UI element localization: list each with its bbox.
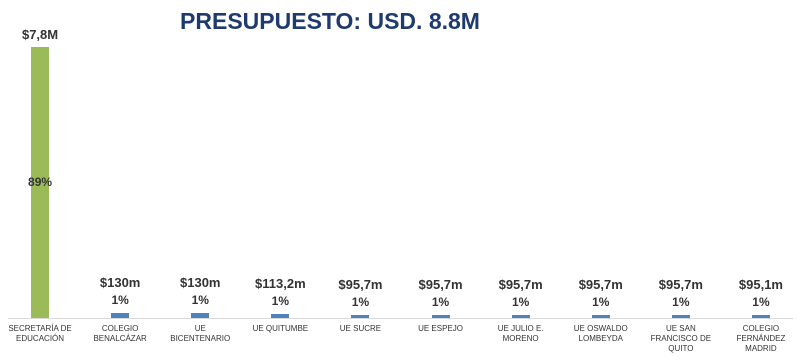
value-label: $95,7m bbox=[418, 276, 463, 292]
percentage-label: 1% bbox=[592, 294, 610, 309]
percentage-label: 1% bbox=[111, 293, 129, 308]
value-label: $130m bbox=[180, 275, 221, 291]
value-label: $95,1m bbox=[738, 276, 783, 292]
bar bbox=[431, 314, 450, 318]
bar bbox=[191, 313, 210, 318]
bar bbox=[751, 314, 770, 318]
x-axis bbox=[8, 318, 793, 319]
percentage-label: 1% bbox=[511, 294, 530, 309]
chart-title: PRESUPUESTO: USD. 8.8M bbox=[180, 8, 480, 34]
x-tick-label: UE SAN FRANCISCO DE QUITO bbox=[650, 324, 712, 353]
x-tick-label: SECRETARÍA DE EDUCACIÓN bbox=[8, 324, 72, 343]
bar bbox=[31, 47, 50, 318]
percentage-label: 1% bbox=[752, 294, 770, 309]
bar bbox=[671, 314, 690, 318]
percentage-label: 1% bbox=[431, 294, 450, 309]
x-tick-label: UE BICENTENARIO bbox=[170, 324, 231, 343]
x-tick-label: COLEGIO FERNÁNDEZ MADRID bbox=[736, 324, 786, 353]
x-tick-label: UE OSWALDO LOMBEYDA bbox=[573, 324, 628, 343]
bar bbox=[111, 313, 130, 318]
bar bbox=[351, 314, 370, 318]
value-label: $95,7m bbox=[498, 276, 543, 292]
x-tick-label: UE JULIO E. MORENO bbox=[497, 324, 544, 343]
bar bbox=[271, 314, 290, 318]
x-tick-label: COLEGIO BENALCÁZAR bbox=[93, 324, 147, 343]
x-tick-label: UE QUITUMBE bbox=[252, 324, 309, 333]
x-tick-label: UE SUCRE bbox=[339, 324, 382, 333]
value-label: $95,7m bbox=[658, 276, 703, 292]
bar bbox=[511, 314, 530, 318]
percentage-label: 1% bbox=[672, 294, 690, 309]
percentage-label: 1% bbox=[351, 294, 370, 309]
percentage-label: 1% bbox=[191, 293, 209, 308]
percentage-label: 89% bbox=[28, 174, 53, 189]
value-label: $95,7m bbox=[578, 276, 623, 292]
percentage-label: 1% bbox=[271, 294, 290, 309]
value-label: $130m bbox=[99, 275, 141, 291]
value-label: $95,7m bbox=[338, 276, 383, 292]
value-label: $113,2m bbox=[255, 276, 306, 292]
bar bbox=[591, 314, 610, 318]
x-tick-label: UE ESPEJO bbox=[418, 324, 463, 333]
value-label: $7,8M bbox=[21, 27, 59, 42]
